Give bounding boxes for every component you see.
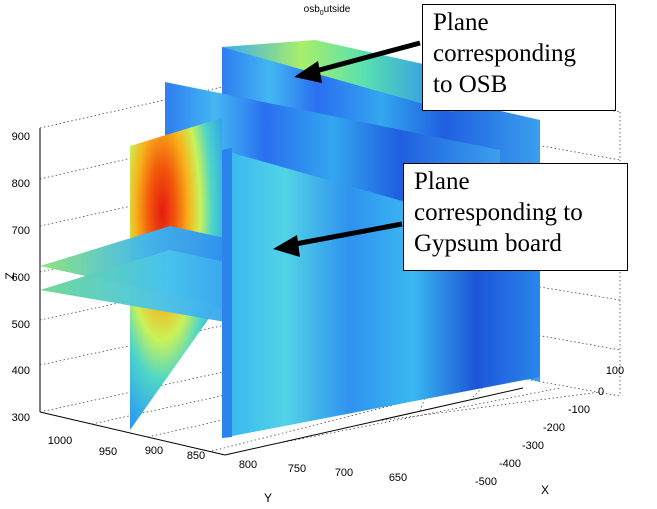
arrow-osb [311,40,421,75]
z-tick-label: 700 [12,225,30,237]
arrow-osb-head [294,61,322,83]
x-tick-label: -400 [499,458,521,470]
callout-gypsum-line: corresponding to [414,199,583,226]
callout-osb-line: corresponding [433,40,577,67]
x-tick-label: -200 [543,422,565,434]
y-tick-label: 950 [99,446,117,458]
callout-osb-line: to OSB [433,71,508,98]
x-tick-label: -500 [475,476,497,488]
slice-front-vertical [222,148,232,438]
x-axis-label: X [541,483,549,497]
z-tick-label: 900 [12,131,30,143]
y-tick-label: 850 [187,450,205,462]
z-axis-label: Z [3,272,17,279]
z-tick-label: 400 [12,365,30,377]
y-tick-label: 900 [145,445,163,457]
x-tick-label: 0 [598,386,604,398]
y-axis-label: Y [264,491,272,505]
chart-title: osb0utside [304,4,351,17]
callout-osb-line: Plane [433,9,489,36]
callout-gypsum: Plane corresponding to Gypsum board [403,163,628,271]
z-tick-label: 800 [12,178,30,190]
callout-gypsum-line: Gypsum board [414,230,562,257]
z-tick-label: 500 [12,319,30,331]
y-ticks: 1000 950 900 850 800 750 700 650 [48,435,407,484]
z-ticks: 300 400 500 600 700 800 900 [12,131,30,424]
x-ticks: 100 0 -100 -200 -300 -400 -500 [475,365,624,488]
y-tick-label: 800 [239,459,257,471]
x-tick-label: -300 [522,440,544,452]
arrow-gypsum-head [273,235,300,257]
callout-arrows [273,40,421,257]
x-tick-label: -100 [568,404,590,416]
arrow-gypsum [289,221,403,248]
z-tick-label: 300 [12,412,30,424]
x-tick-label: 100 [606,365,624,377]
z-tick-label: 600 [12,272,30,284]
y-tick-label: 1000 [48,435,72,447]
callout-gypsum-line: Plane [414,168,470,195]
callout-osb: Plane corresponding to OSB [422,4,616,111]
y-tick-label: 750 [288,463,306,475]
y-tick-label: 700 [335,467,353,479]
y-tick-label: 650 [389,472,407,484]
